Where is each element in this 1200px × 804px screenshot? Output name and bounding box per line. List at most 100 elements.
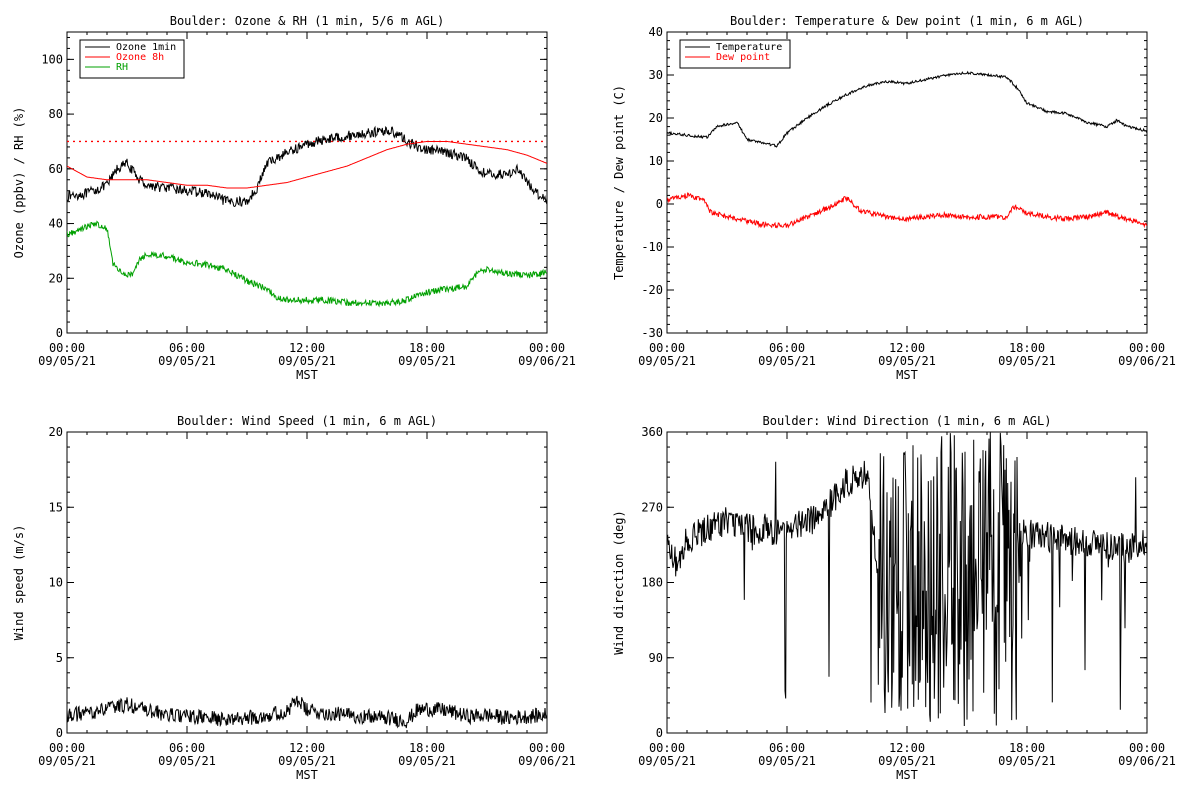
x-tick-label-time: 06:00 <box>769 741 805 755</box>
x-tick-label-date: 09/05/21 <box>998 754 1056 768</box>
y-tick-label: 0 <box>656 726 663 740</box>
y-tick-label: 0 <box>56 726 63 740</box>
legend-label: Temperature <box>716 42 782 53</box>
y-tick-label: 180 <box>641 576 663 590</box>
x-axis-label: MST <box>296 368 318 382</box>
x-tick-label-time: 00:00 <box>49 741 85 755</box>
x-tick-label-date: 09/05/21 <box>398 754 456 768</box>
legend-label: RH <box>116 62 128 73</box>
plot-frame <box>666 31 1148 334</box>
y-tick-label: 40 <box>49 217 63 231</box>
x-tick-label-date: 09/05/21 <box>38 354 96 368</box>
x-tick-label-time: 06:00 <box>169 741 205 755</box>
x-tick-label-date: 09/06/21 <box>518 754 576 768</box>
legend-label: Ozone 1min <box>116 42 176 53</box>
series-line <box>67 141 547 189</box>
x-tick-label-time: 06:00 <box>769 341 805 355</box>
y-tick-label: 10 <box>49 576 63 590</box>
y-tick-label: 80 <box>49 107 63 121</box>
chart-wdir: Boulder: Wind Direction (1 min, 6 m AGL)… <box>612 414 1176 782</box>
series-line <box>667 192 1147 229</box>
y-tick-label: 0 <box>656 197 663 211</box>
x-tick-label-time: 06:00 <box>169 341 205 355</box>
x-tick-label-date: 09/05/21 <box>278 354 336 368</box>
y-tick-label: 0 <box>56 326 63 340</box>
series-line <box>667 432 1147 727</box>
x-tick-label-date: 09/05/21 <box>38 754 96 768</box>
y-tick-label: 30 <box>649 68 663 82</box>
chart-ozone: Boulder: Ozone & RH (1 min, 5/6 m AGL) 0 2… <box>12 14 576 382</box>
x-tick-label-date: 09/05/21 <box>158 354 216 368</box>
y-tick-label: 20 <box>49 425 63 439</box>
x-axis-label: MST <box>296 768 318 782</box>
x-tick-label-time: 18:00 <box>1009 341 1045 355</box>
x-tick-label-date: 09/05/21 <box>758 354 816 368</box>
x-tick-label-time: 12:00 <box>889 341 925 355</box>
chart-title: Boulder: Temperature & Dew point (1 min,… <box>730 14 1084 28</box>
x-tick-label-date: 09/05/21 <box>878 754 936 768</box>
x-tick-label-time: 12:00 <box>289 741 325 755</box>
chart-wspd: Boulder: Wind Speed (1 min, 6 m AGL) 0 5 10… <box>12 414 576 782</box>
x-tick-label-date: 09/05/21 <box>758 754 816 768</box>
y-axis-label: Wind direction (deg) <box>612 510 626 655</box>
x-axis-label: MST <box>896 368 918 382</box>
series-line <box>67 125 547 208</box>
x-tick-label-time: 00:00 <box>649 341 685 355</box>
y-tick-label: -20 <box>641 283 663 297</box>
x-tick-label-date: 09/06/21 <box>1118 354 1176 368</box>
x-tick-label-date: 09/05/21 <box>878 354 936 368</box>
y-tick-label: 20 <box>649 111 663 125</box>
x-tick-label-time: 18:00 <box>409 341 445 355</box>
y-axis-label: Temperature / Dew point (C) <box>612 85 626 280</box>
chart-title: Boulder: Ozone & RH (1 min, 5/6 m AGL) <box>170 14 445 28</box>
x-axis-label: MST <box>896 768 918 782</box>
y-axis-label: Ozone (ppbv) / RH (%) <box>12 107 26 259</box>
chart-title: Boulder: Wind Direction (1 min, 6 m AGL) <box>763 414 1052 428</box>
y-tick-label: 5 <box>56 651 63 665</box>
x-tick-label-time: 00:00 <box>649 741 685 755</box>
y-axis-label: Wind speed (m/s) <box>12 525 26 641</box>
x-tick-label-date: 09/05/21 <box>398 354 456 368</box>
y-tick-label: 15 <box>49 500 63 514</box>
y-tick-label: 360 <box>641 425 663 439</box>
y-tick-label: 10 <box>649 154 663 168</box>
x-tick-label-time: 18:00 <box>409 741 445 755</box>
x-tick-label-time: 00:00 <box>49 341 85 355</box>
series-line <box>67 695 547 729</box>
series-line <box>67 220 547 308</box>
y-tick-label: -10 <box>641 240 663 254</box>
x-tick-label-date: 09/05/21 <box>638 754 696 768</box>
x-tick-label-date: 09/05/21 <box>278 754 336 768</box>
y-tick-label: 60 <box>49 162 63 176</box>
x-tick-label-time: 18:00 <box>1009 741 1045 755</box>
chart-temp: Boulder: Temperature & Dew point (1 min,… <box>612 14 1176 382</box>
y-tick-label: 40 <box>649 25 663 39</box>
series-line <box>667 70 1147 148</box>
x-tick-label-date: 09/05/21 <box>158 754 216 768</box>
x-tick-label-date: 09/05/21 <box>998 354 1056 368</box>
legend-label: Ozone 8h <box>116 52 164 63</box>
x-tick-label-time: 00:00 <box>1129 341 1165 355</box>
y-tick-label: 270 <box>641 500 663 514</box>
x-tick-label-date: 09/06/21 <box>1118 754 1176 768</box>
chart-title: Boulder: Wind Speed (1 min, 6 m AGL) <box>177 414 437 428</box>
legend-label: Dew point <box>716 52 770 63</box>
x-tick-label-date: 09/05/21 <box>638 354 696 368</box>
x-tick-label-time: 12:00 <box>889 741 925 755</box>
x-tick-label-time: 00:00 <box>529 341 565 355</box>
y-tick-label: -30 <box>641 326 663 340</box>
legend-box <box>79 39 185 79</box>
y-tick-label: 20 <box>49 271 63 285</box>
legend-box <box>679 39 791 69</box>
x-tick-label-time: 00:00 <box>529 741 565 755</box>
x-tick-label-time: 00:00 <box>1129 741 1165 755</box>
y-tick-label: 100 <box>41 52 63 66</box>
y-tick-label: 90 <box>649 651 663 665</box>
x-tick-label-date: 09/06/21 <box>518 354 576 368</box>
x-tick-label-time: 12:00 <box>289 341 325 355</box>
plot-frame <box>66 431 548 734</box>
